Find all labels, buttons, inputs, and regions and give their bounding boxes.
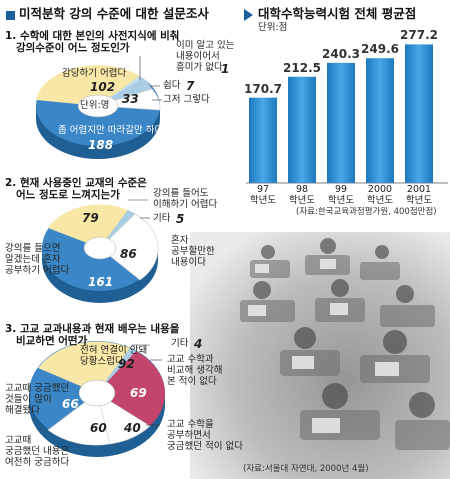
q1-value-already-know: 1 — [221, 62, 230, 76]
pie-chart-q2 — [42, 199, 159, 303]
q1-label-soso: 그저 그렇다 — [163, 94, 210, 105]
q1-value-easy: 7 — [186, 79, 195, 93]
q2-label-hard: 강의를 들어도 이해하기 어렵다 — [153, 188, 218, 210]
bar-4 — [405, 44, 433, 184]
bar-value-label-4: 277.2 — [400, 28, 438, 43]
bar-category-label-0: 97 학년도 — [249, 184, 277, 206]
title-triangle-icon — [244, 9, 253, 21]
bar-category-label-3: 2000 학년도 — [366, 184, 394, 206]
bar-value-label-1: 212.5 — [283, 60, 321, 75]
q3-label-other: 기타 — [171, 338, 189, 349]
q3-label-confused: 전혀 연결이 안돼 당황스럽다 — [80, 345, 148, 367]
q3-value-never-compared: 69 — [130, 386, 147, 400]
bar-chart-unit: 단위:점 — [258, 22, 288, 33]
survey-title: 미적분학 강의 수준에 대한 설문조사 — [19, 6, 209, 21]
pie2-slice-hard-to-understand — [48, 204, 128, 248]
q3-label-resolved: 고교때 궁금했던 것들이 많이 해결됐다 — [5, 383, 70, 416]
pie2-slice-self-study — [99, 213, 159, 281]
bar-value-label-0: 170.7 — [244, 81, 282, 96]
bar-category-label-4: 2001 학년도 — [405, 184, 433, 206]
pie-chart-q3 — [29, 341, 166, 457]
q1-value-difficult: 102 — [90, 80, 116, 94]
bar-1 — [288, 76, 316, 183]
q1-label-manageable: 좀 어렵지만 따라갈만 하다 — [58, 125, 164, 136]
q3-value-never-curious: 40 — [124, 421, 141, 435]
sat-chart-title: 대학수학능력시험 전체 평균점 — [258, 6, 417, 21]
bar-value-label-3: 249.6 — [361, 42, 399, 57]
q2-label-other: 기타 — [153, 213, 171, 224]
pie3-slice-never-compared — [97, 351, 166, 426]
bar-value-label-2: 240.3 — [322, 46, 360, 61]
q2-label-hard-alone: 강의를 들으면 알겠는데 혼자 공부하기 어렵다 — [5, 243, 70, 276]
bar-chart-bars — [249, 44, 433, 184]
q3-label-still-curious: 고교때 궁금했던 내용은 여전히 궁금하다 — [5, 435, 70, 468]
bar-0 — [249, 97, 277, 183]
q1-label-difficult: 감당하기 어렵다 — [62, 68, 127, 79]
title-square-icon — [6, 11, 15, 20]
classroom-photo — [190, 232, 450, 479]
q3-value-still-curious: 60 — [90, 421, 107, 435]
q1-value-soso: 33 — [122, 92, 139, 106]
q3-label-never-curious: 고교 수학을 공부하면서 궁금했던 적이 없다 — [167, 419, 243, 452]
q3-source: (자료:서울대 자연대, 2000년 4월) — [243, 464, 369, 474]
pie3-slice-confused — [38, 341, 130, 393]
pie-chart-q1 — [36, 56, 162, 159]
q3-value-other: 4 — [194, 337, 203, 351]
q2-question: 2. 현재 사용중인 교재의 수준은 어느 정도로 느껴지는가 — [5, 177, 147, 202]
bar-category-label-1: 98 학년도 — [288, 184, 316, 206]
q2-value-other: 5 — [176, 212, 185, 226]
q2-value-self-study: 86 — [120, 247, 137, 261]
q1-value-manageable: 188 — [88, 138, 114, 152]
q2-value-hard-alone: 161 — [88, 275, 114, 289]
q1-label-easy: 쉽다 — [163, 80, 181, 91]
bar-3 — [366, 58, 394, 184]
q3-value-resolved: 66 — [62, 397, 79, 411]
q3-value-confused: 92 — [118, 357, 135, 371]
q1-question: 1. 수학에 대한 본인의 사전지식에 비춰 강의수준이 어느 정도인가 — [5, 30, 180, 55]
q3-question: 3. 고교 교과내용과 현재 배우는 내용을 비교하면 어떤가 — [5, 323, 180, 348]
q1-unit: 단위:명 — [80, 100, 110, 111]
pie3-slice-other — [97, 348, 136, 393]
q2-value-hard: 79 — [82, 211, 99, 225]
pie1-slice-difficult — [36, 65, 140, 106]
q1-label-already-know: 이미 알고 있는 내용이어서 흥미가 없다 — [176, 40, 235, 73]
bar-chart-source: (자료:한국교육과정평가원, 400점만점) — [296, 207, 437, 217]
q3-label-never-compared: 고교 수학과 비교해 생각해 본 적이 없다 — [167, 354, 223, 387]
bar-2 — [327, 62, 355, 183]
q2-label-self-study: 혼자 공부할만한 내용이다 — [171, 235, 215, 268]
bar-category-label-2: 99 학년도 — [327, 184, 355, 206]
